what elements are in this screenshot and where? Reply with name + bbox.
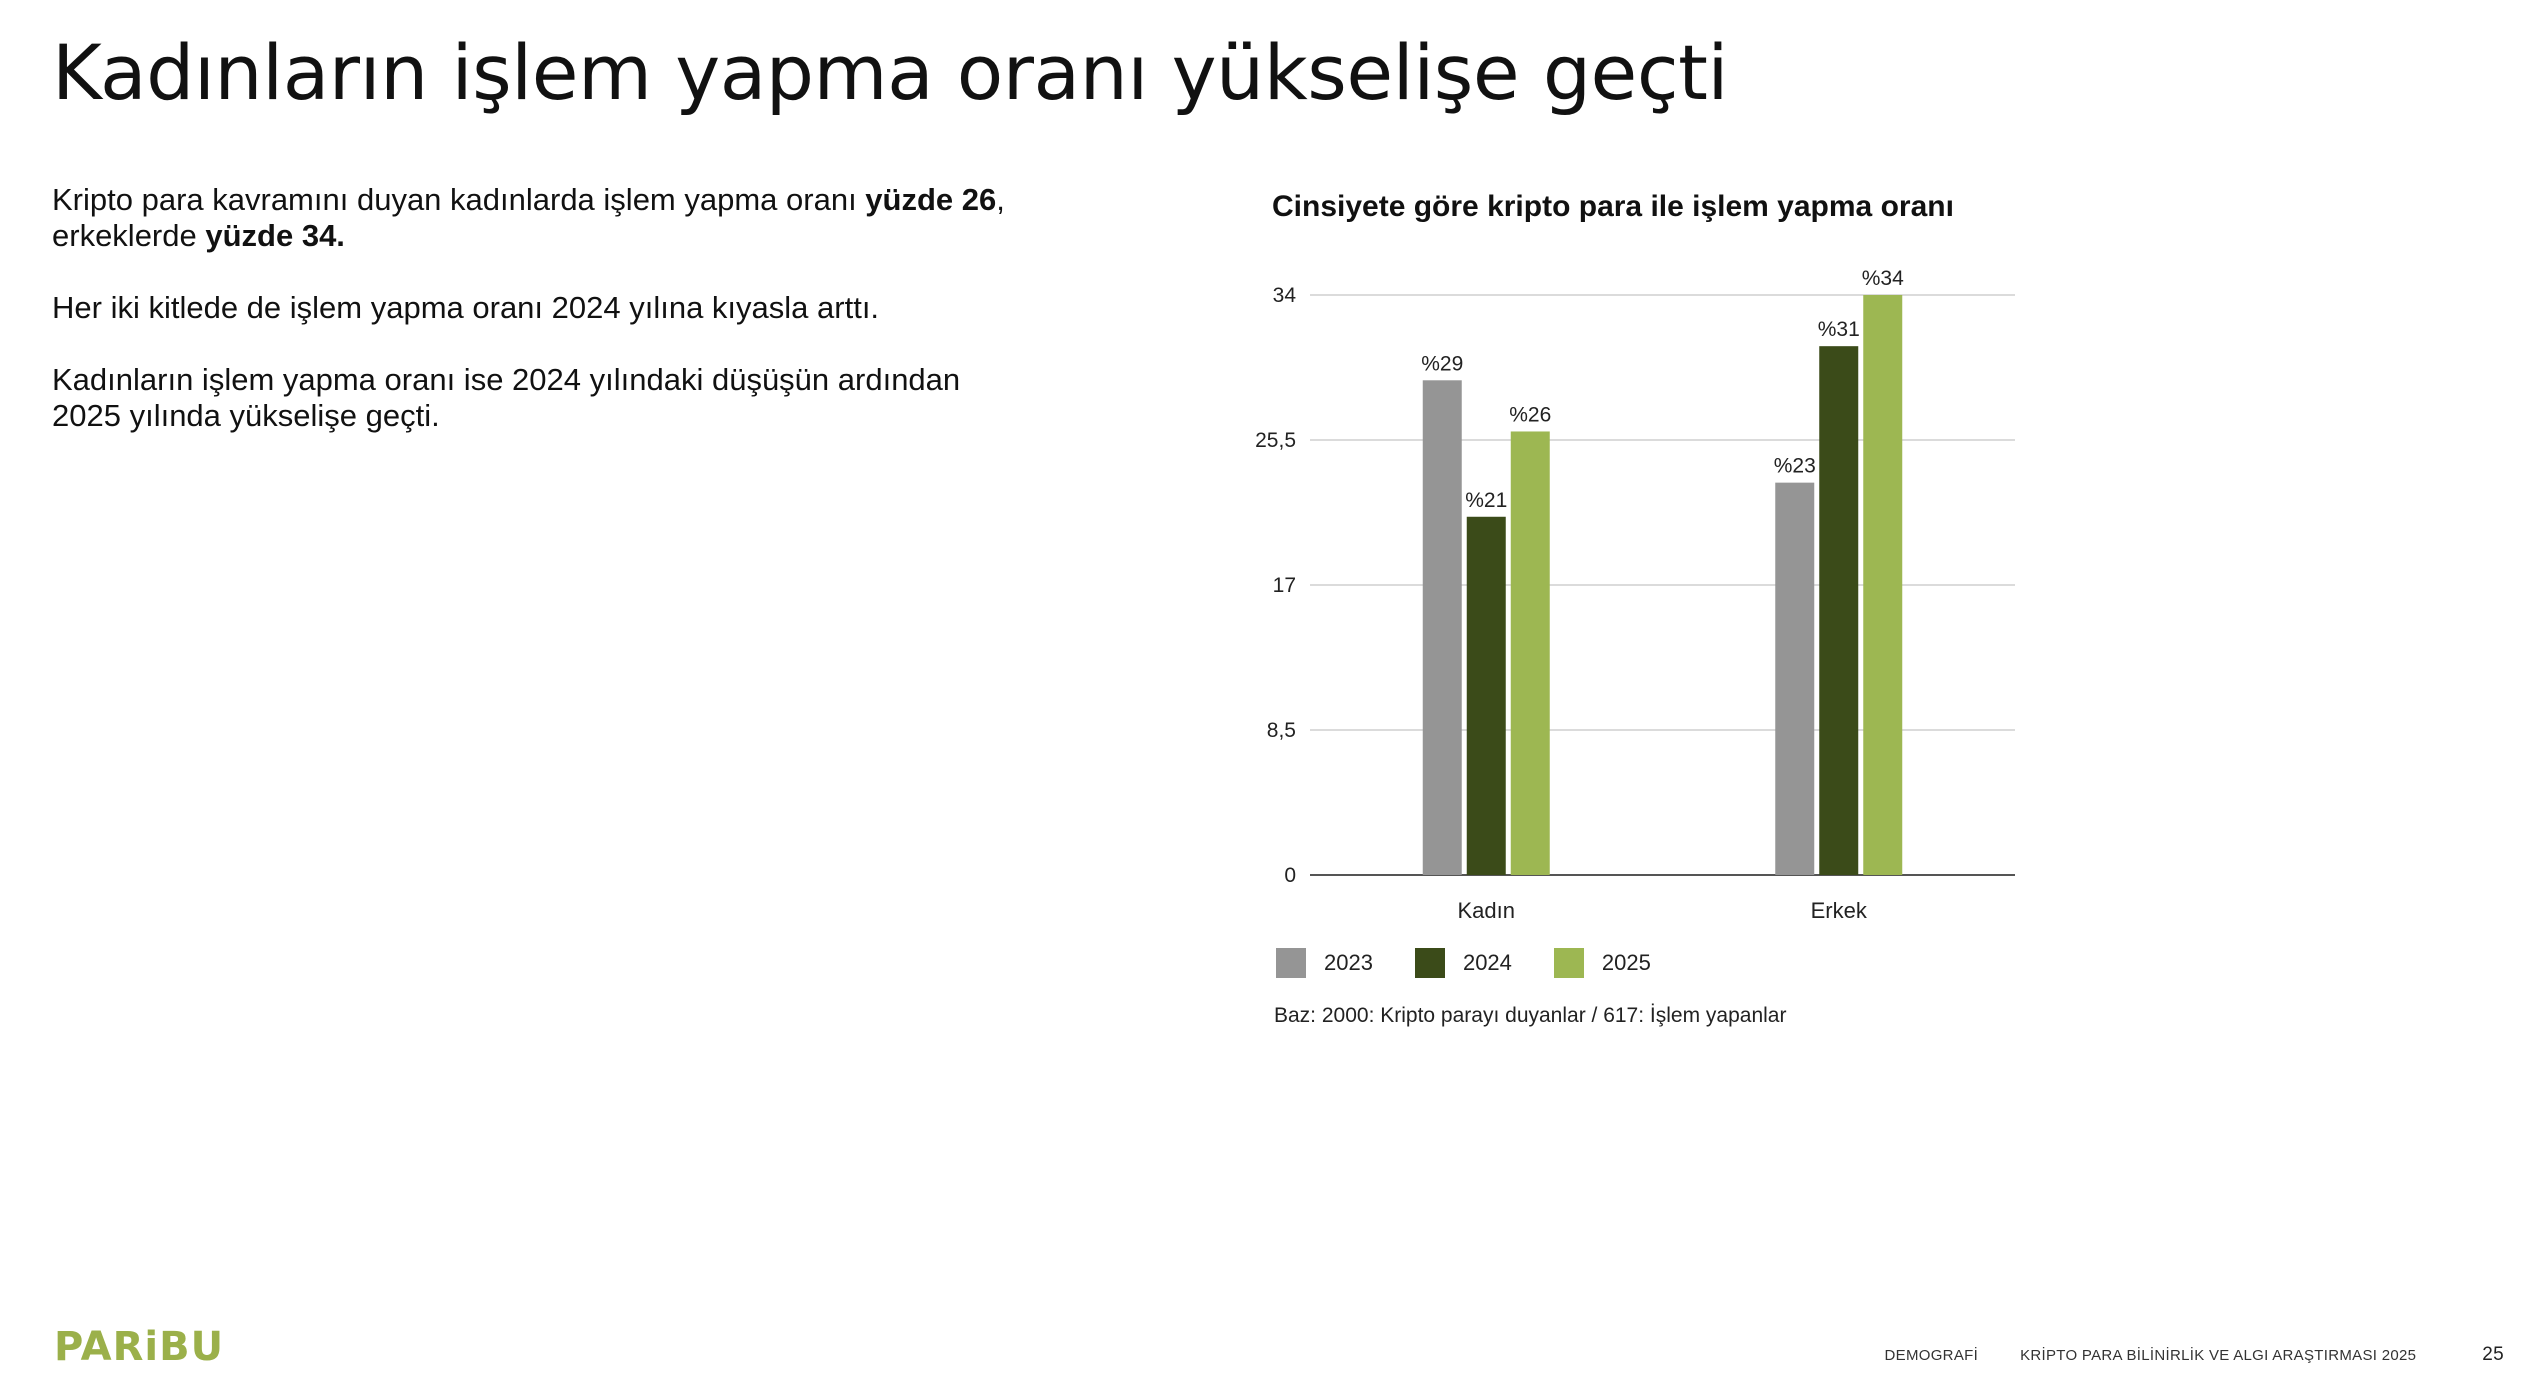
chart-title: Cinsiyete göre kripto para ile işlem yap…	[1272, 190, 1954, 223]
bar	[1819, 346, 1859, 875]
paragraph-text: ,	[996, 182, 1005, 217]
data-label: %26	[1509, 403, 1551, 426]
emphasis-text: yüzde 26	[865, 182, 997, 217]
body-paragraph: Kadınların işlem yapma oranı ise 2024 yı…	[52, 362, 1072, 434]
legend-label: 2025	[1601, 950, 1651, 975]
legend-item: 2023	[1276, 948, 1373, 978]
y-tick-label: 34	[1273, 284, 1297, 307]
bar	[1422, 380, 1462, 875]
page-title: Kadınların işlem yapma oranı yükselişe g…	[52, 28, 1729, 117]
base-note: Baz: 2000: Kripto parayı duyanlar / 617:…	[1274, 1004, 1787, 1027]
paragraph-text: Her iki kitlede de işlem yapma oranı 202…	[52, 290, 880, 325]
page-number: 25	[2482, 1344, 2504, 1365]
category-label: Erkek	[1811, 898, 1868, 923]
bar	[1466, 516, 1506, 875]
bar	[1775, 482, 1815, 875]
legend-swatch	[1553, 948, 1584, 978]
paragraph-text: Kadınların işlem yapma oranı ise 2024 yı…	[52, 362, 961, 397]
bar-chart: 0 8,5 17 25,5 34 %29 %21 %26 Kadın %23 %31 %34 Erkek	[1255, 267, 2015, 923]
legend-swatch	[1276, 948, 1306, 978]
paragraph-text: Kripto para kavramını duyan kadınlarda i…	[52, 182, 866, 217]
body-paragraph: Kripto para kavramını duyan kadınlarda i…	[52, 182, 1072, 254]
paribu-logo: PARiBU	[54, 1324, 225, 1370]
data-label: %23	[1774, 455, 1816, 478]
data-label: %21	[1465, 489, 1507, 512]
legend-label: 2024	[1462, 950, 1512, 975]
y-tick-label: 8,5	[1267, 719, 1296, 742]
y-tick-label: 17	[1273, 574, 1296, 597]
body-paragraph: Her iki kitlede de işlem yapma oranı 202…	[52, 290, 1072, 326]
data-label: %34	[1862, 267, 1904, 290]
data-label: %29	[1421, 352, 1463, 375]
y-tick-label: 0	[1284, 864, 1296, 887]
chart-legend: 2023 2024 2025	[1276, 948, 1693, 978]
paragraph-text: erkeklerde	[52, 218, 206, 253]
category-label: Kadın	[1458, 898, 1516, 923]
paragraph-text: 2025 yılında yükselişe geçti.	[52, 398, 440, 433]
bar	[1510, 431, 1550, 875]
legend-item: 2025	[1553, 948, 1651, 978]
legend-swatch	[1414, 948, 1445, 978]
legend-label: 2023	[1324, 950, 1373, 975]
y-tick-label: 25,5	[1255, 429, 1296, 452]
footer-section: DEMOGRAFİ	[1884, 1346, 1979, 1364]
legend-item: 2024	[1414, 948, 1512, 978]
emphasis-text: yüzde 34.	[205, 218, 345, 253]
body-text: Kripto para kavramını duyan kadınlarda i…	[52, 182, 1072, 470]
footer: DEMOGRAFİ KRİPTO PARA BİLİNİRLİK VE ALGI…	[1843, 1344, 2504, 1366]
footer-report: KRİPTO PARA BİLİNİRLİK VE ALGI ARAŞTIRMA…	[2020, 1346, 2417, 1364]
data-label: %31	[1818, 318, 1860, 341]
bar	[1863, 295, 1903, 875]
